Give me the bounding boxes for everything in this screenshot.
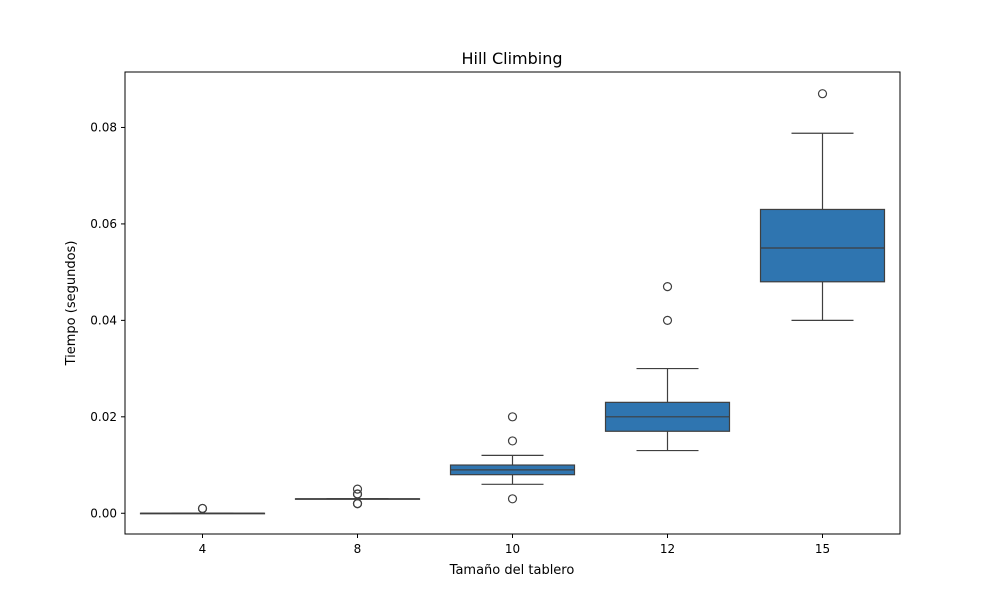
outlier-point — [197, 503, 208, 514]
y-tick-label: 0.02 — [90, 410, 117, 424]
y-tick-label: 0.06 — [90, 217, 117, 231]
outlier-point — [507, 494, 518, 504]
box-4 — [139, 503, 266, 515]
outlier-point — [817, 89, 828, 99]
x-axis: 4 8 10 12 15 — [199, 534, 830, 556]
outlier-point — [352, 484, 363, 494]
outlier-point — [352, 499, 363, 509]
x-tick-label: 4 — [199, 542, 207, 556]
box-series — [139, 89, 886, 515]
box-10 — [449, 412, 576, 504]
outlier-point — [662, 315, 673, 325]
box-12 — [604, 282, 731, 452]
y-axis: 0.00 0.02 0.04 0.06 0.08 — [90, 120, 125, 520]
chart-title: Hill Climbing — [462, 49, 563, 68]
x-tick-label: 15 — [815, 542, 830, 556]
outlier-point — [352, 489, 363, 499]
x-tick-label: 10 — [505, 542, 520, 556]
outlier-point — [507, 412, 518, 422]
x-axis-label: Tamaño del tablero — [449, 563, 575, 578]
y-tick-label: 0.04 — [90, 313, 117, 327]
y-tick-label: 0.08 — [90, 120, 117, 134]
y-tick-label: 0.00 — [90, 506, 117, 520]
x-tick-label: 8 — [354, 542, 362, 556]
plot-frame — [124, 71, 901, 535]
outlier-point — [507, 436, 518, 446]
iqr-box — [759, 208, 886, 283]
y-axis-label: Tiempo (segundos) — [64, 241, 79, 367]
x-tick-label: 12 — [660, 542, 675, 556]
outlier-point — [662, 282, 673, 292]
box-15 — [759, 89, 886, 321]
box-8 — [294, 484, 421, 509]
